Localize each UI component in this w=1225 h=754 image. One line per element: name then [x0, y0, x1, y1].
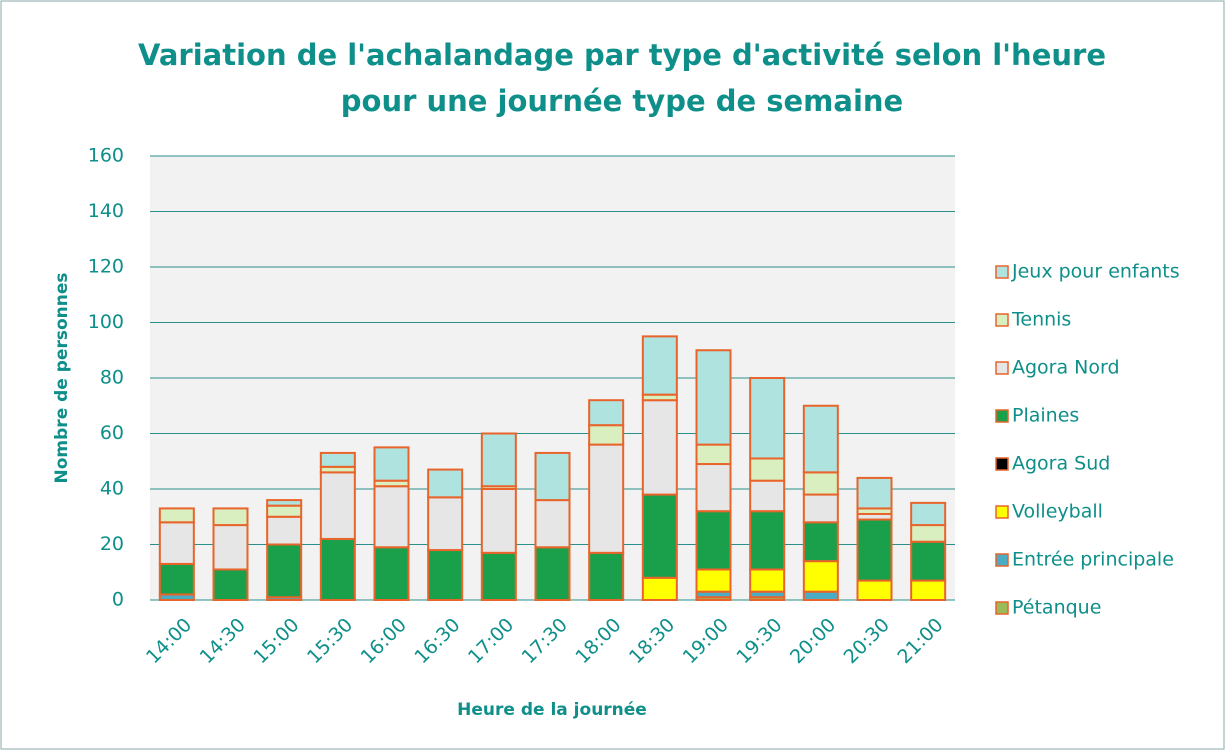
bar-segment	[266, 515, 303, 546]
bar-segment	[427, 549, 464, 601]
legend-swatch	[995, 457, 1009, 471]
bar-segment	[910, 540, 947, 582]
legend-label: Tennis	[1011, 309, 1071, 331]
bar-segment	[802, 521, 839, 563]
bar-segment	[373, 485, 410, 549]
legend-label: Plaines	[1012, 405, 1079, 427]
bar-segment	[319, 471, 356, 540]
bar-segment	[695, 349, 732, 446]
legend-swatch	[995, 553, 1009, 567]
legend-label: Jeux pour enfants	[1011, 261, 1180, 283]
bar-segment	[641, 576, 678, 601]
y-axis-label: Nombre de personnes	[52, 273, 72, 484]
bar-segment	[158, 507, 195, 524]
legend-label: Volleyball	[1012, 501, 1103, 523]
legend-swatch	[995, 265, 1009, 279]
chart-title: Variation de l'achalandage par type d'ac…	[138, 38, 1106, 72]
bar-segment	[534, 546, 571, 602]
y-tick-label: 20	[100, 533, 124, 555]
bar-segment	[373, 446, 410, 482]
bar-segment	[266, 543, 303, 599]
bar-segment	[856, 476, 893, 510]
bar-segment	[266, 504, 303, 518]
bar-segment	[749, 568, 786, 593]
bar-segment	[373, 546, 410, 602]
bar-segment	[480, 551, 517, 602]
bar-segment	[910, 501, 947, 527]
bar-segment	[158, 521, 195, 565]
bar-segment	[588, 399, 625, 427]
legend-label: Pétanque	[1012, 597, 1101, 619]
bar-segment	[534, 499, 571, 549]
legend-label: Agora Sud	[1012, 453, 1110, 475]
bar-segment	[641, 399, 678, 496]
y-tick-label: 0	[112, 589, 124, 611]
bar-segment	[910, 579, 947, 602]
bar-segment	[266, 499, 303, 507]
bar-segment	[695, 463, 732, 513]
legend-swatch	[995, 313, 1009, 327]
bar-segment	[856, 518, 893, 582]
legend-swatch	[995, 361, 1009, 375]
bar-segment	[480, 488, 517, 554]
bar-segment	[319, 537, 356, 602]
legend-swatch	[995, 505, 1009, 519]
y-tick-label: 160	[88, 145, 124, 167]
x-axis-label: Heure de la journée	[457, 700, 647, 720]
bar-segment	[695, 510, 732, 571]
bar-segment	[749, 510, 786, 571]
bar-segment	[588, 551, 625, 602]
bar-segment	[802, 404, 839, 474]
y-tick-label: 80	[100, 367, 124, 389]
legend-label: Agora Nord	[1012, 357, 1120, 379]
bar-segment	[802, 590, 839, 601]
bar-segment	[802, 493, 839, 524]
bar-segment	[695, 443, 732, 466]
legend-label: Entrée principale	[1012, 549, 1174, 571]
bar-segment	[212, 568, 249, 601]
bar-segment	[641, 335, 678, 396]
bar-segment	[749, 377, 786, 460]
legend-swatch	[995, 601, 1009, 615]
legend-swatch	[995, 409, 1009, 423]
bar-segment	[480, 432, 517, 488]
y-tick-label: 100	[88, 311, 124, 333]
bar-segment	[212, 524, 249, 571]
bar-segment	[588, 443, 625, 554]
bar-segment	[802, 560, 839, 593]
bar-segment	[319, 451, 356, 468]
bar-segment	[749, 479, 786, 513]
bar-segment	[212, 507, 249, 527]
bar-segment	[749, 457, 786, 482]
chart-title: pour une journée type de semaine	[341, 84, 903, 118]
bar-segment	[534, 451, 571, 502]
bar-segment	[695, 568, 732, 593]
y-tick-label: 40	[100, 478, 124, 500]
bar-segment	[910, 524, 947, 543]
bar-segment	[427, 496, 464, 552]
bar-segment	[641, 493, 678, 579]
bar-segment	[427, 468, 464, 499]
bar-segment	[158, 562, 195, 596]
y-tick-label: 140	[88, 200, 124, 222]
y-tick-label: 60	[100, 422, 124, 444]
bar-segment	[856, 579, 893, 602]
y-tick-label: 120	[88, 256, 124, 278]
bar-segment	[588, 424, 625, 446]
bar-segment	[802, 471, 839, 496]
